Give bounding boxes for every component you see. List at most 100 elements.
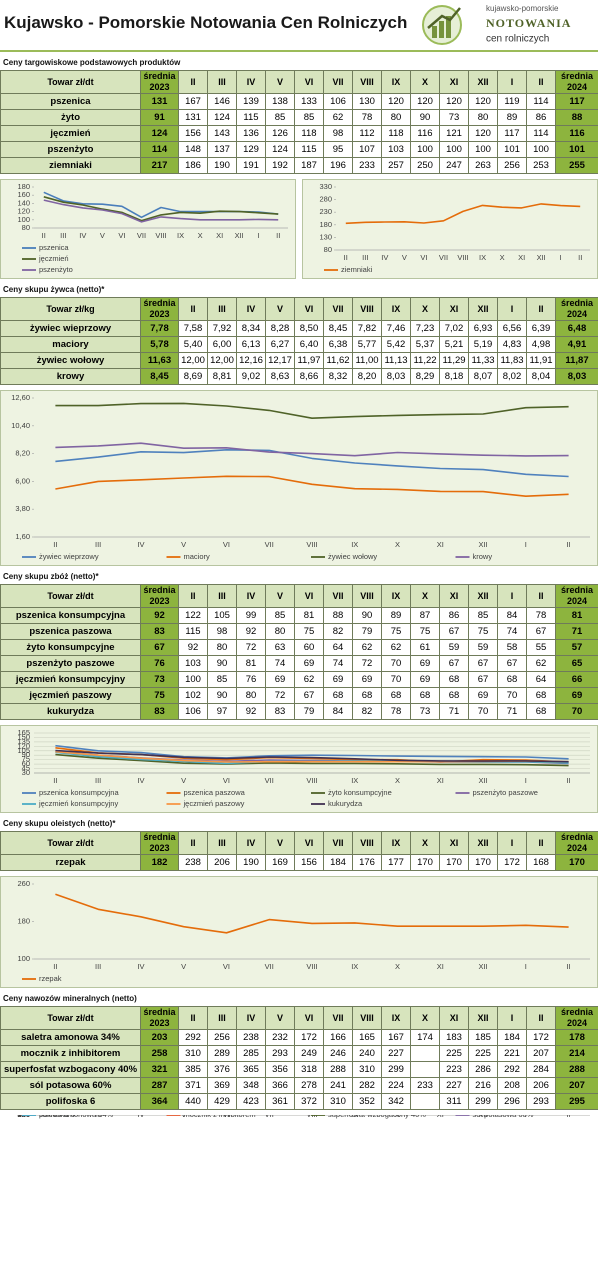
legend-label: maciory	[184, 552, 211, 561]
cell: 80	[208, 640, 237, 656]
cell: 217	[141, 158, 179, 174]
cell: 119	[498, 94, 527, 110]
cell: 69	[324, 672, 353, 688]
column-header: I	[498, 298, 527, 321]
cell: 100	[469, 142, 498, 158]
cell: 55	[527, 640, 556, 656]
x-tick-label: IV	[137, 776, 144, 785]
cell: 356	[266, 1062, 295, 1078]
cell: 57	[556, 640, 598, 656]
cell: 167	[179, 94, 208, 110]
cell: 133	[295, 94, 324, 110]
cell: 117	[556, 94, 598, 110]
cell: 8,45	[141, 369, 179, 385]
legend-label: kukurydza	[328, 799, 363, 808]
cell: 256	[498, 158, 527, 174]
x-tick-label: I	[258, 231, 260, 240]
cell: 11,00	[353, 353, 382, 369]
column-header: średnia 2023	[141, 832, 179, 855]
x-tick-label: III	[95, 776, 101, 785]
cell: 74	[498, 624, 527, 640]
column-header: V	[266, 298, 295, 321]
cell: 258	[141, 1046, 179, 1062]
cell: 86	[440, 608, 469, 624]
cell: 116	[411, 126, 440, 142]
row-label: maciory	[1, 337, 141, 353]
y-tick-label: 12,60	[11, 393, 30, 402]
cell: 85	[208, 672, 237, 688]
cell: 169	[266, 855, 295, 871]
cell: 227	[382, 1046, 411, 1062]
cell: 7,78	[141, 321, 179, 337]
cell: 67	[295, 688, 324, 704]
cell: 293	[266, 1046, 295, 1062]
cell: 78	[353, 110, 382, 126]
cell: 170	[411, 855, 440, 871]
column-header: VII	[324, 832, 353, 855]
x-tick-label: XI	[437, 962, 444, 971]
cell: 101	[498, 142, 527, 158]
column-header: średnia 2024	[556, 71, 598, 94]
cell: 385	[179, 1062, 208, 1078]
cell: 76	[141, 656, 179, 672]
cell: 196	[324, 158, 353, 174]
cell: 71	[556, 624, 598, 640]
cell: 8,18	[440, 369, 469, 385]
cell: 440	[179, 1094, 208, 1110]
cell: 257	[382, 158, 411, 174]
cell: 233	[353, 158, 382, 174]
cell: 114	[141, 142, 179, 158]
cell: 184	[498, 1030, 527, 1046]
cell: 238	[179, 855, 208, 871]
x-tick-label: V	[181, 776, 186, 785]
row-label: mocznik z inhibitorem	[1, 1046, 141, 1062]
x-tick-label: VI	[223, 540, 230, 549]
x-tick-label: VI	[118, 231, 125, 240]
cell: 81	[556, 608, 598, 624]
cell: 89	[382, 608, 411, 624]
column-header: IV	[237, 832, 266, 855]
cell: 364	[141, 1094, 179, 1110]
cell: 8,81	[208, 369, 237, 385]
cell: 84	[498, 608, 527, 624]
cell: 68	[440, 672, 469, 688]
column-header: V	[266, 832, 295, 855]
logo-text: NOTOWANIA	[486, 16, 571, 30]
cell: 8,45	[324, 321, 353, 337]
cell: 288	[556, 1062, 598, 1078]
cell: 85	[469, 608, 498, 624]
row-label: pszenica paszowa	[1, 624, 141, 640]
column-header: Towar zł/dt	[1, 71, 141, 94]
x-tick-label: IX	[351, 540, 358, 549]
cell: 216	[469, 1078, 498, 1094]
cell: 66	[556, 672, 598, 688]
cell: 75	[469, 624, 498, 640]
y-tick-label: 140	[17, 198, 30, 207]
cell: 429	[208, 1094, 237, 1110]
cell: 62	[295, 672, 324, 688]
column-header: III	[208, 1007, 237, 1030]
cell: 69	[556, 688, 598, 704]
column-header: IX	[382, 71, 411, 94]
column-header: III	[208, 832, 237, 855]
x-tick-label: II	[567, 962, 571, 971]
cell: 203	[141, 1030, 179, 1046]
y-tick-label: 120	[17, 207, 30, 216]
cell: 98	[324, 126, 353, 142]
x-tick-label: V	[402, 253, 407, 262]
cell: 9,02	[237, 369, 266, 385]
cell: 299	[382, 1062, 411, 1078]
cell: 295	[556, 1094, 598, 1110]
cell: 11,87	[556, 353, 598, 369]
column-header: II	[527, 71, 556, 94]
cell: 131	[179, 110, 208, 126]
cell: 83	[266, 704, 295, 720]
cell: 6,13	[237, 337, 266, 353]
